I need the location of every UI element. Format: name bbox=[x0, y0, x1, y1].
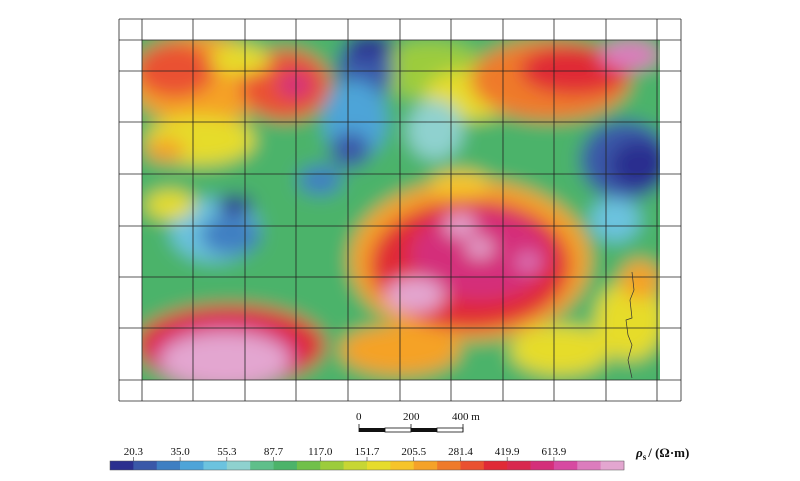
legend-swatch bbox=[273, 461, 298, 470]
legend-swatch bbox=[110, 461, 134, 470]
legend-tick-label: 205.5 bbox=[401, 446, 426, 458]
legend-swatch bbox=[553, 461, 578, 470]
scale-bar-segment bbox=[359, 428, 385, 432]
legend-tick-label: 20.3 bbox=[124, 446, 144, 458]
map-grid bbox=[118, 18, 682, 402]
scale-bar-segment bbox=[411, 428, 437, 432]
legend-swatch bbox=[296, 461, 321, 470]
legend-swatch bbox=[577, 461, 601, 470]
legend-swatch bbox=[343, 461, 368, 470]
unit-symbol: ρ bbox=[635, 445, 643, 460]
legend-swatch bbox=[203, 461, 228, 470]
legend-swatch bbox=[507, 461, 531, 470]
legend-tick-label: 419.9 bbox=[495, 446, 520, 458]
legend-swatch bbox=[133, 461, 158, 470]
scale-bar-segment bbox=[436, 427, 464, 433]
legend-unit-label: ρs / (Ω·m) bbox=[635, 445, 689, 462]
legend-tick-label: 87.7 bbox=[264, 446, 284, 458]
legend-tick-label: 35.0 bbox=[170, 446, 190, 458]
legend-swatch bbox=[180, 461, 204, 470]
color-legend: 20.3 35.0 55.3 87.7 117.0 151.7 205.5 281.4 419.… bbox=[109, 446, 625, 471]
legend-swatch bbox=[226, 461, 251, 470]
unit-subscript: s bbox=[643, 452, 647, 462]
legend-swatch bbox=[250, 461, 274, 470]
legend-tick-label: 151.7 bbox=[355, 446, 380, 458]
legend-swatch bbox=[530, 461, 555, 470]
legend-tick-label: 117.0 bbox=[308, 446, 333, 458]
legend-swatch bbox=[600, 461, 625, 470]
legend-swatch bbox=[483, 461, 508, 470]
legend-swatch bbox=[437, 461, 461, 470]
legend-swatch bbox=[367, 461, 391, 470]
scale-label-200: 200 bbox=[403, 411, 420, 423]
scale-label-400: 400 m bbox=[452, 411, 480, 423]
resistivity-surface bbox=[142, 40, 660, 380]
legend-tick-label: 613.9 bbox=[542, 446, 567, 458]
legend-tick-label: 281.4 bbox=[448, 446, 473, 458]
legend-swatch bbox=[413, 461, 438, 470]
scale-bar: 0 200 400 m bbox=[356, 411, 480, 433]
unit-rest: / (Ω·m) bbox=[647, 445, 689, 460]
legend-swatch bbox=[156, 461, 181, 470]
legend-tick-label: 55.3 bbox=[217, 446, 237, 458]
survey-line bbox=[625, 271, 635, 379]
legend-swatch bbox=[460, 461, 485, 470]
legend-swatch bbox=[320, 461, 344, 470]
legend-swatch bbox=[390, 461, 415, 470]
scale-label-0: 0 bbox=[356, 411, 362, 423]
scale-bar-segment bbox=[384, 427, 412, 433]
